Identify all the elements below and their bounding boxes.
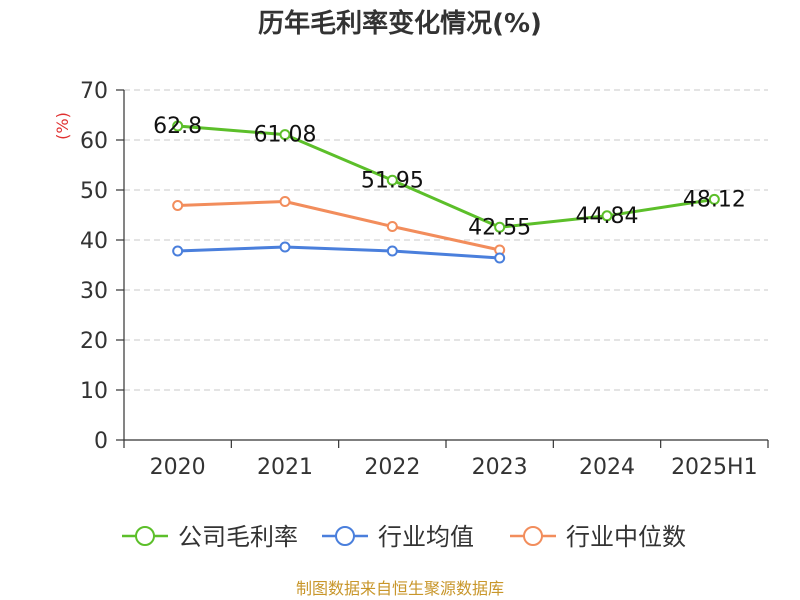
y-tick-label: 50 xyxy=(80,179,108,204)
data-label: 44.84 xyxy=(576,204,639,229)
data-point xyxy=(386,174,398,186)
data-point xyxy=(172,120,184,132)
data-point xyxy=(494,221,506,233)
data-point xyxy=(601,210,613,222)
data-label: 62.8 xyxy=(153,114,202,139)
data-point xyxy=(172,200,184,211)
axes: 0 10 20 30 40 50 60 70 2020 2021 2022 2023 2024 2025H… xyxy=(80,79,769,480)
data-point xyxy=(386,221,398,232)
x-tick-label: 2022 xyxy=(364,455,420,480)
x-tick-label: 2024 xyxy=(579,455,635,480)
y-tick-label: 20 xyxy=(80,329,108,354)
legend-label: 公司毛利率 xyxy=(178,523,298,551)
legend: 公司毛利率 行业均值 行业中位数 xyxy=(122,523,686,551)
data-label: 51.95 xyxy=(361,168,424,193)
series-line xyxy=(177,124,715,229)
legend-swatch-marker xyxy=(523,526,543,546)
x-tick-label: 2021 xyxy=(257,455,313,480)
y-axis-label: (%) xyxy=(53,112,72,140)
chart-title: 历年毛利率变化情况(%) xyxy=(258,8,542,39)
legend-item: 公司毛利率 xyxy=(122,523,298,551)
y-tick-label: 30 xyxy=(80,279,108,304)
gridlines xyxy=(124,89,768,391)
series-line xyxy=(177,200,500,252)
y-tick-label: 40 xyxy=(80,229,108,254)
data-label: 48.12 xyxy=(683,187,746,212)
x-tick-label: 2020 xyxy=(150,455,206,480)
y-tick-label: 0 xyxy=(94,429,108,454)
series-line xyxy=(177,245,500,260)
data-labels: 62.8 61.08 51.95 42.55 44.84 48.12 xyxy=(153,114,746,240)
data-point xyxy=(279,241,291,253)
y-tick-label: 10 xyxy=(80,379,108,404)
x-tick-label: 2025H1 xyxy=(671,455,758,480)
source-note: 制图数据来自恒生聚源数据库 xyxy=(296,579,504,598)
legend-item: 行业均值 xyxy=(322,523,474,551)
data-point xyxy=(494,252,506,264)
legend-label: 行业均值 xyxy=(378,523,474,551)
legend-swatch-marker xyxy=(335,526,355,546)
legend-label: 行业中位数 xyxy=(566,523,686,551)
y-tick-label: 70 xyxy=(80,79,108,104)
series-group xyxy=(172,120,720,264)
data-point xyxy=(172,245,184,257)
x-tick-label: 2023 xyxy=(472,455,528,480)
legend-swatch-marker xyxy=(135,526,155,546)
y-tick-label: 60 xyxy=(80,129,108,154)
data-point xyxy=(708,193,720,205)
data-label: 61.08 xyxy=(254,123,317,148)
data-point xyxy=(386,245,398,257)
data-point xyxy=(279,129,291,141)
data-point xyxy=(279,196,291,207)
legend-item: 行业中位数 xyxy=(510,523,686,551)
data-label: 42.55 xyxy=(468,215,531,240)
